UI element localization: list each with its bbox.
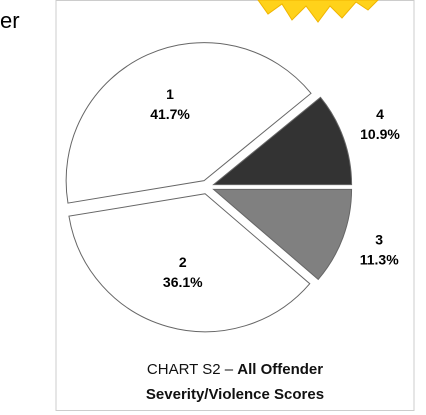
annotation: er: [0, 8, 20, 33]
slice-name: 3: [375, 232, 383, 248]
chart-subtitle: All Offender Severity/Violence Scores: [145, 361, 325, 403]
slice-name: 4: [376, 106, 384, 122]
slice-name: 2: [179, 254, 187, 270]
sunburst: [257, 0, 379, 23]
slice-label: 10.9%: [360, 126, 400, 142]
slice-label: 41.7%: [150, 106, 190, 122]
pie-slice: [65, 42, 312, 204]
chart-title: CHART S2 –: [146, 361, 234, 378]
pie-slice: [212, 188, 353, 281]
pie: 1 41.7% 2 36.1% 3 11.3% 4 10.9%: [65, 42, 400, 333]
slice-label: 36.1%: [163, 274, 203, 290]
pie-slice: [68, 193, 311, 333]
pie-slice: [212, 96, 353, 186]
frame: [55, 0, 415, 411]
slice-label: 11.3%: [360, 252, 399, 268]
slice-name: 1: [166, 86, 174, 102]
caption: CHART S2 – All Offender Severity/Violenc…: [120, 357, 350, 407]
